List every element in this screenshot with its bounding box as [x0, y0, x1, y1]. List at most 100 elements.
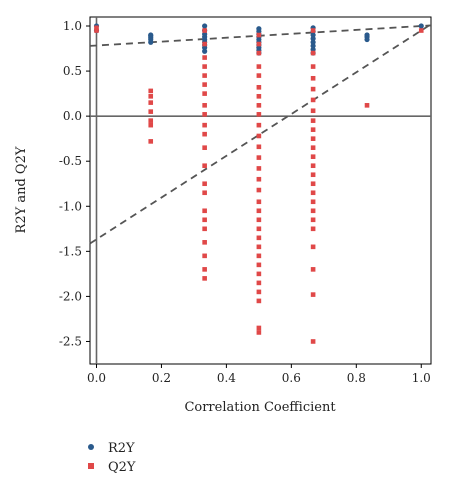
q2y-point: [256, 85, 262, 90]
q2y-point: [256, 187, 262, 193]
q2y-point: [202, 41, 207, 47]
q2y-point: [202, 240, 207, 245]
q2y-point: [310, 154, 316, 160]
q2y-point: [310, 244, 316, 250]
q2y-point: [202, 55, 207, 60]
r2y-point: [310, 32, 316, 38]
q2y-point: [202, 122, 207, 128]
q2y-point: [310, 136, 316, 141]
r2y-point: [310, 36, 316, 42]
r2y-point: [202, 31, 208, 37]
y-tick-label: -2.5: [59, 334, 82, 348]
r2y-point: [148, 32, 154, 38]
x-tick-label: 0.0: [87, 371, 106, 385]
r2y-point: [310, 39, 316, 45]
q2y-point: [310, 86, 316, 92]
legend-r2y-label: R2Y: [108, 441, 135, 456]
q2y-point: [310, 181, 316, 187]
r2y-point: [256, 26, 262, 32]
q2y-point: [310, 50, 316, 56]
q2y-point: [202, 131, 207, 137]
y-tick-label: 0.5: [63, 64, 82, 78]
q2y-point: [256, 41, 262, 47]
y-tick-label: 1.0: [63, 19, 82, 33]
q2y-point: [148, 122, 154, 128]
q2y-point: [256, 226, 262, 232]
r2y-point: [202, 48, 208, 54]
y-tick-label: -1.0: [59, 199, 82, 213]
q2y-point: [310, 339, 316, 344]
q2y-point: [256, 32, 262, 38]
q2y-point: [256, 103, 262, 108]
q2y-point: [202, 276, 207, 281]
y-tick-label: -2.0: [59, 289, 82, 303]
q2y-point: [256, 94, 262, 99]
legend-r2y-marker: [88, 444, 94, 450]
q2y-point: [148, 139, 154, 144]
q2y-point: [310, 190, 316, 196]
q2y-point: [94, 28, 99, 33]
q2y-point: [202, 91, 207, 96]
q2y-point: [310, 118, 316, 123]
x-tick-label: 1.0: [412, 371, 431, 385]
q2y-point: [310, 292, 316, 297]
q2y-point: [202, 267, 207, 272]
x-tick-label: 0.2: [152, 371, 171, 385]
q2y-point: [256, 217, 262, 223]
axes: 0.0 0.2 0.4 0.6 0.8 1.0 1.0 0.5 0.0 -0.5 -1.0 -1.5 -…: [59, 19, 431, 385]
y-tick-label: -1.5: [59, 244, 82, 258]
q2y-point: [202, 64, 207, 69]
q2y-point: [256, 50, 262, 56]
q2y-point: [310, 267, 316, 272]
q2y-point: [202, 190, 207, 196]
q2y-point: [202, 226, 207, 232]
q2y-regression-line: [89, 23, 432, 245]
q2y-point: [310, 97, 316, 103]
q2y-point: [256, 298, 262, 304]
r2y-point: [148, 39, 154, 45]
q2y-point: [310, 75, 316, 81]
x-tick-label: 0.8: [347, 371, 366, 385]
q2y-point: [202, 217, 207, 223]
x-tick-label: 0.6: [282, 371, 301, 385]
q2y-point: [202, 181, 207, 187]
q2y-point: [310, 145, 316, 150]
q2y-point: [256, 133, 262, 139]
y-axis-title: R2Y and Q2Y: [14, 146, 29, 233]
q2y-point: [310, 172, 316, 178]
q2y-point: [202, 73, 207, 78]
r2y-point: [310, 46, 316, 53]
x-axis-title: Correlation Coefficient: [184, 400, 336, 415]
legend-q2y-marker: [88, 463, 94, 469]
q2y-point: [148, 88, 154, 94]
q2y-point: [256, 199, 262, 205]
r2y-point: [310, 43, 316, 49]
q2y-point: [310, 163, 316, 169]
q2y-point: [256, 166, 262, 171]
q2y-point: [148, 118, 154, 123]
q2y-point: [310, 108, 316, 114]
q2y-point: [310, 217, 316, 223]
r2y-point: [364, 32, 370, 38]
q2y-point: [256, 253, 262, 259]
r2y-point: [418, 23, 424, 29]
q2y-point: [148, 100, 154, 105]
q2y-point: [256, 289, 262, 295]
q2y-point: [364, 103, 370, 108]
q2y-point: [256, 73, 262, 78]
q2y-point: [256, 112, 262, 117]
q2y-point: [202, 103, 207, 108]
legend-q2y-label: Q2Y: [108, 460, 136, 475]
q2y-point: [256, 144, 262, 150]
q2y-point: [256, 208, 262, 214]
q2y-point: [256, 244, 262, 250]
q2y-point: [256, 262, 262, 268]
q2y-point: [256, 235, 262, 241]
q2y-point: [256, 280, 262, 286]
q2y-point: [202, 112, 207, 117]
q2y-point: [256, 155, 262, 160]
q2y-point: [310, 28, 316, 33]
q2y-point: [202, 208, 207, 214]
q2y-point: [148, 94, 154, 99]
